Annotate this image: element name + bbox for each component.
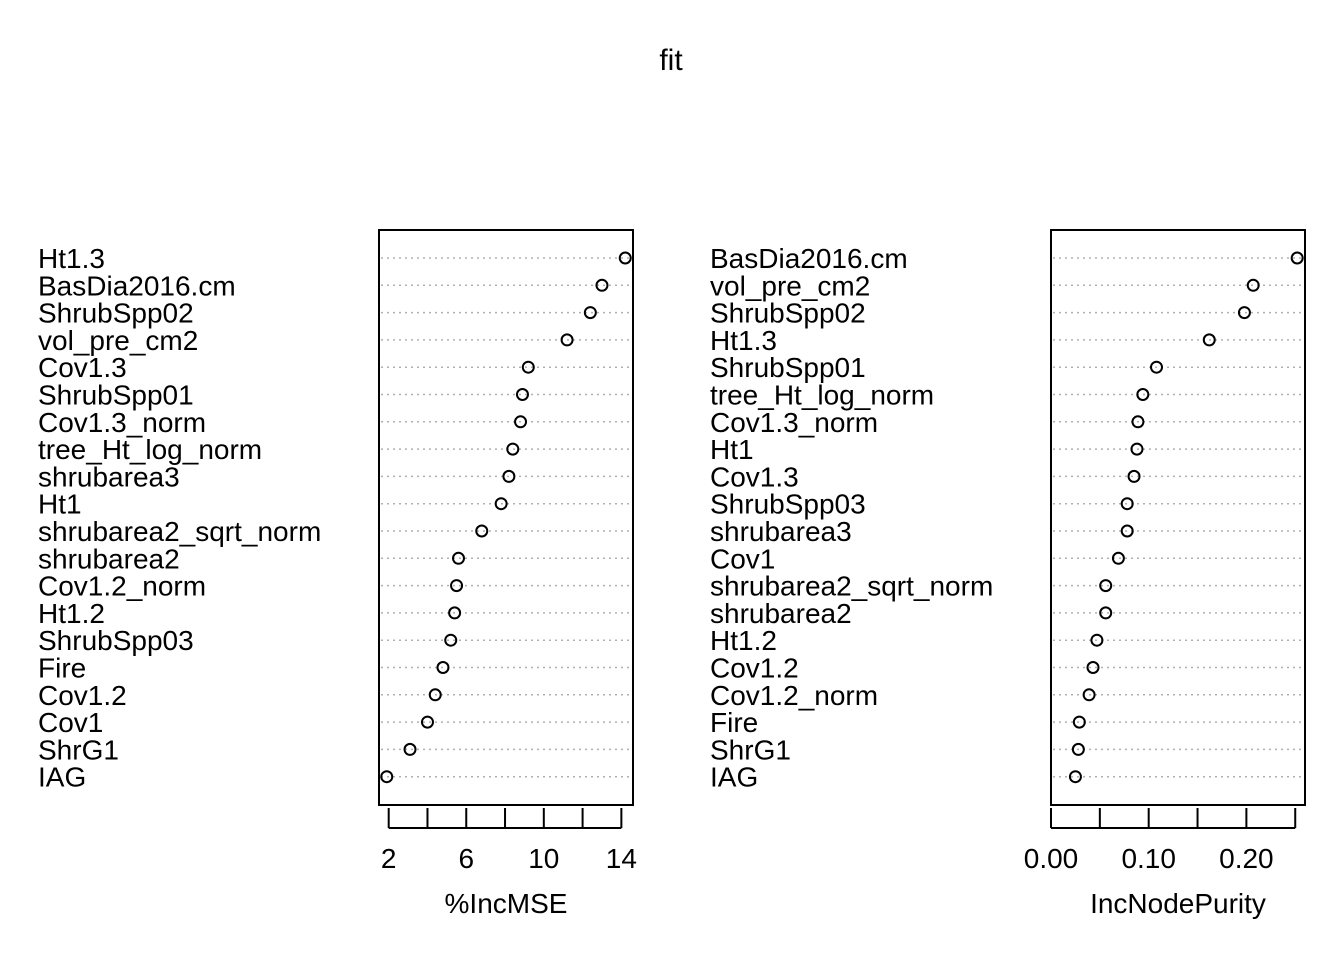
category-label: ShrubSpp02 xyxy=(38,298,194,329)
data-point xyxy=(1082,688,1096,702)
category-label: shrubarea3 xyxy=(38,461,180,492)
data-point xyxy=(521,360,535,374)
category-label: Ht1 xyxy=(38,489,82,520)
category-label: ShrubSpp02 xyxy=(710,298,866,329)
data-point xyxy=(444,633,458,647)
category-label: Ht1.3 xyxy=(710,325,777,356)
data-point xyxy=(583,306,597,320)
x-tick-label: 14 xyxy=(606,843,637,874)
x-axis-label: IncNodePurity xyxy=(1090,888,1266,919)
category-label: Ht1.2 xyxy=(38,598,105,629)
category-label: Fire xyxy=(38,653,86,684)
data-point xyxy=(1086,661,1100,674)
data-point xyxy=(560,333,574,347)
x-tick-label: 2 xyxy=(381,843,397,874)
category-label: IAG xyxy=(710,762,758,793)
data-point xyxy=(618,251,632,265)
data-point xyxy=(494,497,508,511)
data-point xyxy=(1071,742,1085,756)
category-label: Cov1.2 xyxy=(710,653,799,684)
data-point xyxy=(1290,251,1304,265)
category-label: tree_Ht_log_norm xyxy=(38,434,262,465)
category-label: BasDia2016.cm xyxy=(38,270,236,301)
data-point xyxy=(451,551,465,565)
category-label: Ht1.3 xyxy=(38,243,105,274)
data-point xyxy=(1150,360,1164,374)
category-label: Ht1.2 xyxy=(710,625,777,656)
data-point xyxy=(1068,770,1082,784)
category-label: vol_pre_cm2 xyxy=(38,325,198,356)
category-label: Fire xyxy=(710,707,758,738)
data-point xyxy=(1120,524,1134,538)
data-point xyxy=(1237,306,1251,320)
category-label: Cov1.2 xyxy=(38,680,127,711)
category-label: shrubarea2 xyxy=(710,598,852,629)
category-label: Cov1.2_norm xyxy=(38,571,206,602)
data-point xyxy=(502,469,516,483)
data-point xyxy=(448,606,462,620)
panel-incnodepurity: BasDia2016.cmvol_pre_cm2ShrubSpp02Ht1.3S… xyxy=(710,229,1306,919)
x-tick-label: 0.10 xyxy=(1121,843,1176,874)
category-label: ShrG1 xyxy=(710,734,791,765)
category-label: shrubarea2 xyxy=(38,543,180,574)
data-point xyxy=(515,388,529,401)
category-label: Cov1.3_norm xyxy=(38,407,206,438)
data-point xyxy=(420,715,434,729)
category-label: ShrG1 xyxy=(38,734,119,765)
data-point xyxy=(1127,469,1141,483)
plot-frame xyxy=(1050,229,1306,806)
data-point xyxy=(506,442,520,456)
data-point xyxy=(475,524,489,538)
category-label: shrubarea2_sqrt_norm xyxy=(710,571,993,602)
category-label: Cov1.2_norm xyxy=(710,680,878,711)
category-label: Cov1.3_norm xyxy=(710,407,878,438)
category-label: ShrubSpp03 xyxy=(710,489,866,520)
data-point xyxy=(436,661,450,674)
data-point xyxy=(1099,606,1113,620)
data-point xyxy=(1130,442,1144,456)
chart-title: fit xyxy=(659,44,683,77)
data-point xyxy=(1099,579,1113,593)
x-tick-label: 6 xyxy=(458,843,474,874)
category-label: Ht1 xyxy=(710,434,754,465)
plot-frame xyxy=(378,229,634,806)
data-point xyxy=(380,770,394,784)
data-point xyxy=(1120,497,1134,511)
data-point xyxy=(1136,388,1150,401)
data-point xyxy=(403,742,417,756)
category-label: tree_Ht_log_norm xyxy=(710,380,934,411)
x-tick-label: 0.20 xyxy=(1219,843,1274,874)
x-tick-label: 10 xyxy=(528,843,559,874)
data-point xyxy=(1131,415,1145,429)
data-point xyxy=(450,579,464,593)
data-point xyxy=(595,278,609,292)
category-label: vol_pre_cm2 xyxy=(710,270,870,301)
category-label: Cov1 xyxy=(710,543,775,574)
x-tick-label: 0.00 xyxy=(1024,843,1079,874)
category-label: Cov1.3 xyxy=(38,352,127,383)
category-label: Cov1.3 xyxy=(710,461,799,492)
category-label: shrubarea3 xyxy=(710,516,852,547)
data-point xyxy=(1090,633,1104,647)
category-label: BasDia2016.cm xyxy=(710,243,908,274)
data-point xyxy=(1111,551,1125,565)
category-label: Cov1 xyxy=(38,707,103,738)
data-point xyxy=(1202,333,1216,347)
data-point xyxy=(1072,715,1086,729)
x-axis-label: %IncMSE xyxy=(445,888,568,919)
category-label: IAG xyxy=(38,762,86,793)
data-point xyxy=(514,415,528,429)
category-label: shrubarea2_sqrt_norm xyxy=(38,516,321,547)
data-point xyxy=(1246,278,1260,292)
panel-incmse: Ht1.3BasDia2016.cmShrubSpp02vol_pre_cm2C… xyxy=(38,229,637,919)
category-label: ShrubSpp03 xyxy=(38,625,194,656)
category-label: ShrubSpp01 xyxy=(38,380,194,411)
data-point xyxy=(428,688,442,702)
category-label: ShrubSpp01 xyxy=(710,352,866,383)
